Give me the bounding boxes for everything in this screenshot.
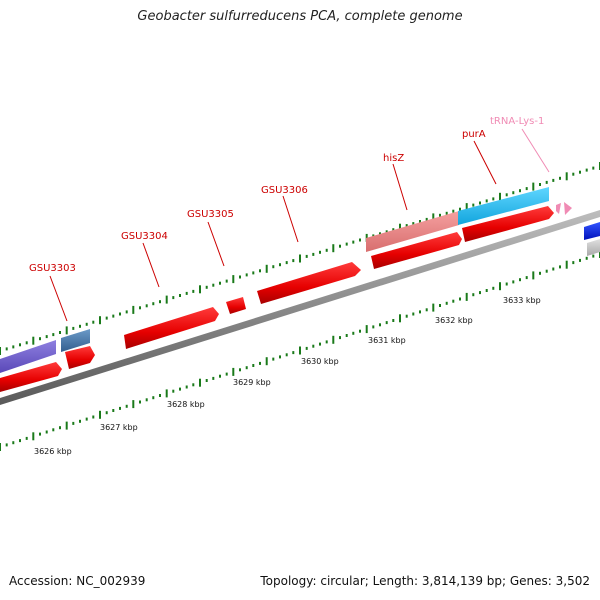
upper-tick-track: [0, 162, 600, 355]
lower-tick-track: [0, 250, 600, 451]
feature-trna-lys-1-a: [556, 203, 561, 214]
feature-grey-edge: [587, 239, 600, 256]
label-gsu3304: GSU3304: [121, 231, 168, 242]
leader-gsu3306: [282, 195, 299, 243]
kbp-label: 3631 kbp: [368, 336, 406, 345]
leader-hisZ: [392, 163, 408, 211]
feature-purple: [0, 340, 56, 373]
cds-gsu3305: [226, 297, 246, 314]
feature-blue-purA: [458, 187, 549, 225]
cds-purA: [462, 206, 554, 242]
label-gsu3306: GSU3306: [261, 185, 308, 196]
cds-gene-0: [0, 362, 62, 392]
label-gsu3305: GSU3305: [187, 209, 234, 220]
leader-purA: [473, 140, 497, 185]
kbp-label: 3633 kbp: [503, 296, 541, 305]
kbp-label: 3630 kbp: [301, 357, 339, 366]
feature-trna-lys-1-b: [564, 202, 572, 215]
feature-steelblue: [61, 329, 90, 352]
kbp-label: 3626 kbp: [34, 447, 72, 456]
leader-gsu3303: [49, 275, 68, 322]
map-title: Geobacter sulfurreducens PCA, complete g…: [137, 9, 463, 24]
kbp-label: 3632 kbp: [435, 316, 473, 325]
genome-backbone: [0, 210, 600, 405]
kbp-label: 3627 kbp: [100, 423, 138, 432]
feature-navy-edge: [584, 222, 600, 240]
kbp-label: 3629 kbp: [233, 378, 271, 387]
label-gsu3303: GSU3303: [29, 263, 76, 274]
genome-summary-text: Topology: circular; Length: 3,814,139 bp…: [260, 574, 590, 588]
label-purA: purA: [462, 129, 486, 140]
label-trna-lys-1: tRNA-Lys-1: [490, 116, 544, 127]
label-hisZ: hisZ: [383, 153, 404, 164]
kbp-label: 3628 kbp: [167, 400, 205, 409]
leader-gsu3305: [207, 221, 225, 267]
accession-text: Accession: NC_002939: [9, 574, 146, 588]
cds-gsu3303: [65, 346, 95, 369]
leader-gsu3304: [142, 242, 160, 288]
cds-hisZ: [371, 232, 462, 269]
feature-salmon-hisZ: [366, 211, 459, 252]
cds-gsu3306: [257, 262, 361, 304]
cds-gsu3304: [124, 307, 219, 349]
leader-trna-lys-1: [521, 128, 550, 173]
